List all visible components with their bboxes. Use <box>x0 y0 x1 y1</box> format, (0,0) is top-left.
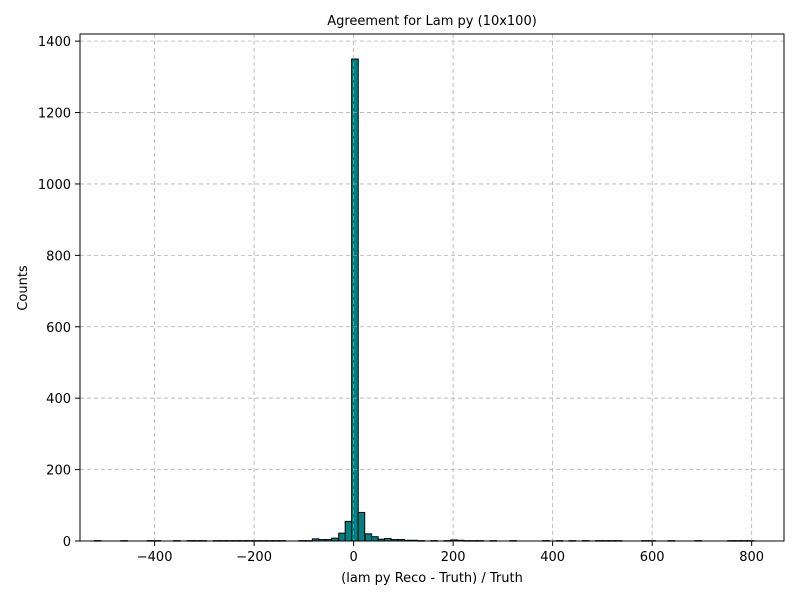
x-axis: −400 −200 0 200 400 600 800 <box>137 541 764 565</box>
y-axis-label: Counts <box>16 265 31 311</box>
y-axis: 0 200 400 600 800 1000 1200 1400 <box>38 35 80 550</box>
y-tick-label: 400 <box>46 392 71 407</box>
x-axis-label: (lam py Reco - Truth) / Truth <box>341 571 523 586</box>
y-tick-label: 0 <box>63 535 71 550</box>
histogram-bar <box>364 533 373 542</box>
histogram-bar <box>371 536 379 542</box>
y-tick-label: 1400 <box>38 35 71 50</box>
y-tick-label: 1200 <box>38 107 71 122</box>
x-tick-label: 200 <box>441 550 466 565</box>
y-tick-label: 1000 <box>38 178 71 193</box>
plot-frame <box>79 33 785 542</box>
y-tick-label: 600 <box>46 321 71 336</box>
y-tick-label: 200 <box>46 464 71 479</box>
x-tick-label: 400 <box>540 550 565 565</box>
x-tick-label: 800 <box>739 550 764 565</box>
y-tick-label: 800 <box>46 249 71 264</box>
x-tick-label: 0 <box>349 550 357 565</box>
histogram-bar <box>351 58 359 542</box>
histogram-bar <box>338 532 346 542</box>
x-tick-label: −400 <box>137 550 173 565</box>
x-tick-label: −200 <box>236 550 272 565</box>
x-tick-label: 600 <box>640 550 665 565</box>
histogram-bar <box>344 520 353 542</box>
histogram-bar <box>357 511 366 542</box>
grid <box>80 34 784 542</box>
chart-title: Agreement for Lam py (10x100) <box>327 14 537 29</box>
histogram-bars <box>93 58 755 542</box>
grid-overlay <box>80 34 784 542</box>
